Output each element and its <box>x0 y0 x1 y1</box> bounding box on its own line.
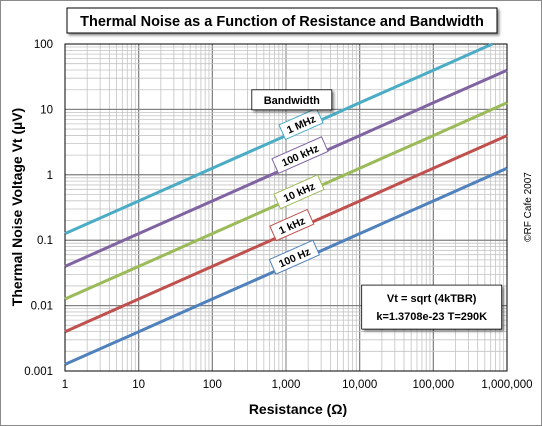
x-tick-label: 100 <box>203 379 222 391</box>
series-label: 100 kHz <box>271 136 329 175</box>
series-label: 1 kHz <box>269 208 315 242</box>
y-axis-ticks: 0.001 0.01 0.1 1 10 100 <box>24 39 53 378</box>
x-tick-label: 1,000,000 <box>481 379 532 391</box>
plot-border <box>64 43 508 372</box>
series-label-box <box>273 174 325 210</box>
series-label: 100 Hz <box>268 239 321 275</box>
y-axis-title: Thermal Noise Voltage Vt (µV) <box>9 108 25 306</box>
formula-line: Vt = sqrt (4kTBR) <box>387 293 477 305</box>
y-tick-label: 1 <box>47 170 53 182</box>
x-axis-ticks: 1 10 100 1,000 10,000 100,000 1,000,000 <box>62 379 533 391</box>
series-label-box <box>271 136 329 175</box>
x-tick-label: 1,000 <box>272 379 301 391</box>
x-tick-label: 100,000 <box>413 379 455 391</box>
series-label-box <box>268 239 321 275</box>
chart-title-box: Thermal Noise as a Function of Resistanc… <box>66 7 498 34</box>
legend-title: Bandwidth <box>264 95 320 107</box>
y-tick-label: 100 <box>34 39 53 51</box>
legend-title-box: Bandwidth <box>251 89 333 111</box>
series-label-box <box>269 208 315 242</box>
y-tick-label: 0.01 <box>31 301 53 313</box>
y-tick-label: 10 <box>40 104 53 116</box>
chart-title: Thermal Noise as a Function of Resistanc… <box>80 14 484 30</box>
x-tick-label: 1 <box>62 379 68 391</box>
x-tick-label: 10,000 <box>342 379 377 391</box>
x-axis-title: Resistance (Ω) <box>249 401 347 417</box>
y-tick-label: 0.1 <box>37 235 53 247</box>
series-label: 10 kHz <box>273 174 325 210</box>
y-tick-label: 0.001 <box>24 366 53 378</box>
formula-box: Vt = sqrt (4kTBR) k=1.3708e-23 T=290K <box>361 284 503 330</box>
credit-text: ©RF Cafe 2007 <box>523 172 534 242</box>
x-tick-label: 10 <box>132 379 145 391</box>
formula-line: k=1.3708e-23 T=290K <box>376 311 487 323</box>
series-label-box <box>278 107 324 141</box>
